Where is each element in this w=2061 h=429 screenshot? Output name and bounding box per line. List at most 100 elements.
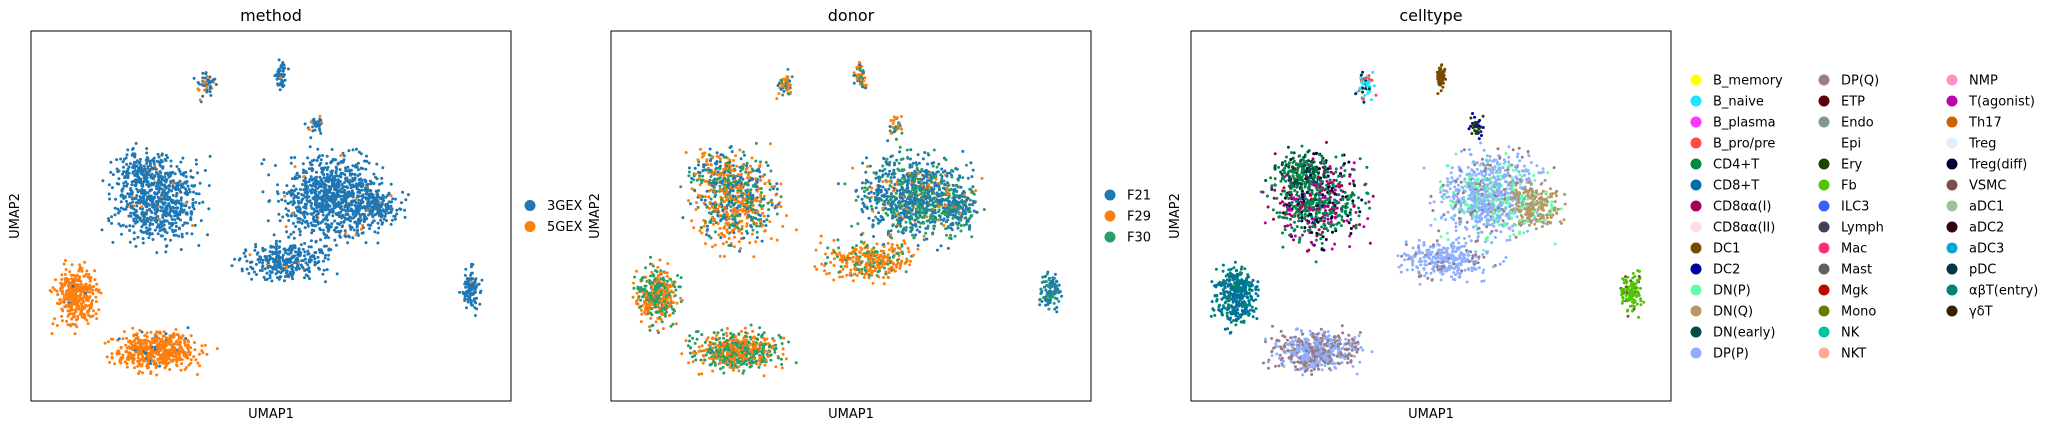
scatter-point — [240, 269, 244, 273]
scatter-point — [335, 226, 339, 229]
scatter-point — [86, 299, 90, 303]
scatter-point — [160, 176, 164, 180]
scatter-point — [294, 225, 298, 228]
scatter-point — [893, 161, 896, 165]
scatter-point — [929, 188, 933, 192]
scatter-point — [297, 201, 301, 205]
scatter-point — [356, 205, 360, 209]
scatter-point — [881, 202, 885, 206]
scatter-point — [949, 226, 953, 230]
scatter-point — [351, 172, 355, 176]
scatter-point — [132, 213, 136, 217]
scatter-point — [310, 212, 314, 216]
scatter-point — [353, 176, 357, 180]
scatter-point — [704, 195, 707, 199]
scatter-point — [389, 222, 393, 226]
scatter-point — [140, 225, 144, 229]
scatter-point — [125, 182, 129, 186]
scatter-point — [912, 185, 916, 188]
scatter-point — [323, 256, 327, 260]
scatter-point — [869, 190, 873, 194]
scatter-point — [300, 193, 304, 196]
scatter-point — [303, 254, 306, 258]
scatter-point — [899, 192, 902, 195]
scatter-point — [293, 177, 297, 181]
scatter-point — [88, 304, 92, 308]
legend-marker — [524, 200, 536, 211]
scatter-point — [376, 211, 380, 215]
scatter-point — [877, 175, 881, 179]
scatter-point — [892, 211, 896, 215]
scatter-point — [304, 206, 308, 210]
scatter-point — [870, 260, 874, 264]
scatter-point — [244, 248, 248, 252]
scatter-point — [942, 186, 945, 190]
scatter-point — [133, 366, 136, 370]
scatter-point — [254, 262, 258, 266]
scatter-point — [130, 183, 134, 187]
scatter-point — [326, 165, 330, 169]
scatter-point — [928, 203, 932, 207]
scatter-point — [177, 188, 181, 191]
scatter-point — [881, 169, 885, 173]
scatter-point — [201, 94, 205, 98]
scatter-point — [316, 261, 320, 265]
scatter-point — [82, 290, 85, 293]
scatter-point — [297, 227, 301, 231]
scatter-point — [356, 174, 360, 178]
scatter-point — [158, 353, 162, 357]
scatter-point — [920, 184, 924, 187]
scatter-point — [849, 268, 853, 272]
scatter-point — [155, 251, 159, 255]
plot-area — [31, 31, 511, 401]
scatter-point — [247, 272, 251, 275]
scatter-point — [124, 343, 128, 347]
scatter-point — [299, 243, 303, 247]
scatter-point — [163, 185, 167, 189]
scatter-point — [916, 197, 920, 201]
scatter-point — [908, 221, 912, 225]
scatter-point — [315, 219, 319, 222]
scatter-point — [325, 168, 329, 172]
scatter-point — [50, 290, 53, 294]
scatter-point — [144, 177, 148, 181]
scatter-point — [946, 199, 950, 203]
scatter-point — [940, 191, 944, 195]
scatter-point — [153, 192, 157, 196]
scatter-point — [909, 226, 913, 230]
scatter-point — [301, 266, 305, 269]
scatter-point — [283, 194, 287, 198]
scatter-point — [313, 179, 317, 183]
scatter-point — [472, 290, 476, 294]
scatter-point — [925, 169, 929, 173]
scatter-point — [324, 200, 328, 204]
scatter-point — [152, 182, 156, 185]
scatter-point — [171, 182, 175, 186]
scatter-point — [278, 245, 281, 249]
scatter-point — [966, 176, 970, 180]
scatter-point — [871, 254, 875, 258]
scatter-point — [961, 209, 965, 212]
scatter-point — [127, 340, 131, 343]
scatter-point — [122, 196, 126, 200]
scatter-point — [939, 201, 943, 205]
scatter-point — [207, 184, 211, 188]
scatter-point — [72, 294, 76, 298]
scatter-point — [103, 341, 107, 345]
scatter-point — [386, 204, 390, 208]
scatter-point — [301, 168, 305, 172]
scatter-point — [169, 159, 173, 163]
scatter-point — [376, 221, 380, 225]
scatter-point — [125, 365, 129, 369]
scatter-point — [935, 170, 939, 174]
scatter-point — [136, 346, 139, 350]
scatter-point — [145, 147, 149, 151]
scatter-point — [134, 201, 138, 205]
scatter-point — [886, 208, 890, 212]
scatter-point — [871, 209, 875, 213]
scatter-point — [171, 198, 175, 202]
scatter-point — [179, 172, 183, 176]
scatter-point — [289, 200, 293, 204]
scatter-point — [470, 271, 474, 275]
scatter-point — [820, 262, 824, 266]
